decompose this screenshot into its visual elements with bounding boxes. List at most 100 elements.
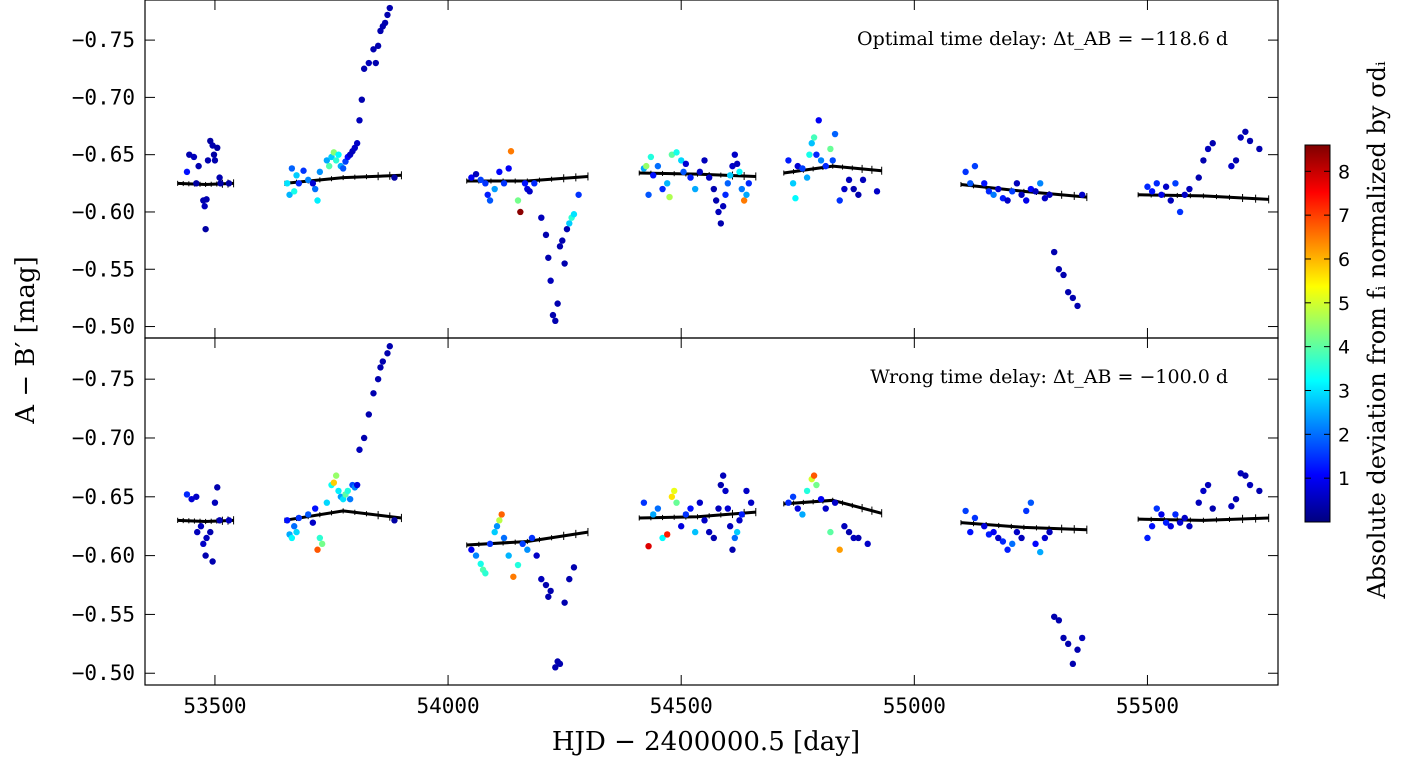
data-point [724,505,732,512]
data-point [962,168,969,176]
data-point [1144,183,1151,190]
data-point [214,484,221,491]
colorbar: 1 2 3 4 5 6 7 8 [1304,144,1350,523]
data-point [1050,613,1058,620]
data-point [1209,505,1216,512]
colorbar-tick-label: 2 [1338,424,1350,446]
data-point [747,499,755,506]
data-point [1023,197,1030,204]
plot-frame [144,0,1279,339]
data-point [803,487,811,495]
data-point [831,130,839,138]
data-point [673,499,680,506]
data-point [701,517,708,524]
data-point [1204,481,1212,489]
data-point [722,191,729,198]
data-point [482,180,489,187]
x-tick-label: 54000 [416,694,479,718]
data-point [556,243,564,250]
data-point [358,96,366,103]
data-point [197,523,205,530]
data-point [829,157,836,164]
data-point [468,174,475,181]
data-point [202,552,209,559]
data-point [1181,514,1188,522]
data-point [845,176,853,184]
data-point [785,157,792,164]
data-point [370,46,377,53]
data-point [745,180,753,187]
colorbar-tick-label: 4 [1338,337,1350,359]
data-point [374,42,382,50]
data-point [850,534,857,542]
data-point [484,191,491,198]
data-point [785,499,792,506]
data-point [209,558,216,565]
colorbar-ticks: 1 2 3 4 5 6 7 8 [1305,161,1350,490]
colorbar-label: Absolute deviation from fᵢ normalized by… [1363,61,1391,600]
annotation-wrong-delay: Wrong time delay: Δt_AB = −100.0 d [870,366,1228,388]
data-point [645,543,652,550]
data-point [561,260,568,267]
data-point [1069,294,1077,302]
data-point [203,196,210,203]
data-point [225,180,233,187]
y-tick-label: −0.60 [72,200,135,224]
data-point [687,174,694,181]
data-point [284,517,291,524]
data-point [507,148,515,155]
data-point [552,664,559,671]
data-point [323,499,331,506]
data-point [650,172,657,179]
data-point [1158,191,1165,198]
data-point [323,157,331,164]
data-point [743,487,750,495]
annotation-optimal-delay: Optimal time delay: Δt_AB = −118.6 d [857,28,1228,50]
data-point [1078,634,1086,642]
data-point [827,145,834,153]
data-point [1176,208,1184,216]
data-point [1046,528,1053,536]
y-tick-label: −0.65 [72,485,135,509]
data-point [295,514,303,522]
data-point [1228,503,1235,510]
data-point [789,180,797,187]
data-point [542,581,550,589]
data-point [1228,162,1235,170]
data-point [309,519,317,526]
data-point [736,517,743,524]
data-point [528,534,536,542]
data-point [311,505,319,512]
y-tick-label: −0.75 [72,367,135,391]
data-point [214,144,221,152]
y-tick-label: −0.60 [72,544,135,568]
data-point [712,197,720,204]
data-point [505,552,512,559]
data-point [538,575,545,583]
data-point [841,185,848,193]
data-point [335,487,342,495]
panel-top: −0.75 −0.70 −0.65 −0.60 −0.55 −0.50 [72,0,1279,339]
data-point [733,160,741,168]
data-point [1181,191,1188,198]
data-point [724,180,732,187]
data-point [864,540,871,548]
data-point [314,197,321,204]
data-point [286,191,293,198]
data-point [654,162,662,170]
data-point [353,481,361,489]
data-point [1246,481,1254,489]
data-point [545,593,552,600]
data-point [682,160,690,168]
data-point [183,168,191,176]
data-point [374,375,382,383]
data-point [1050,248,1058,256]
data-point [339,165,347,172]
data-point [318,540,326,548]
data-point [1172,511,1179,518]
data-point [664,180,671,187]
data-point [1195,174,1202,181]
data-point [1069,660,1077,668]
data-point [566,575,573,583]
